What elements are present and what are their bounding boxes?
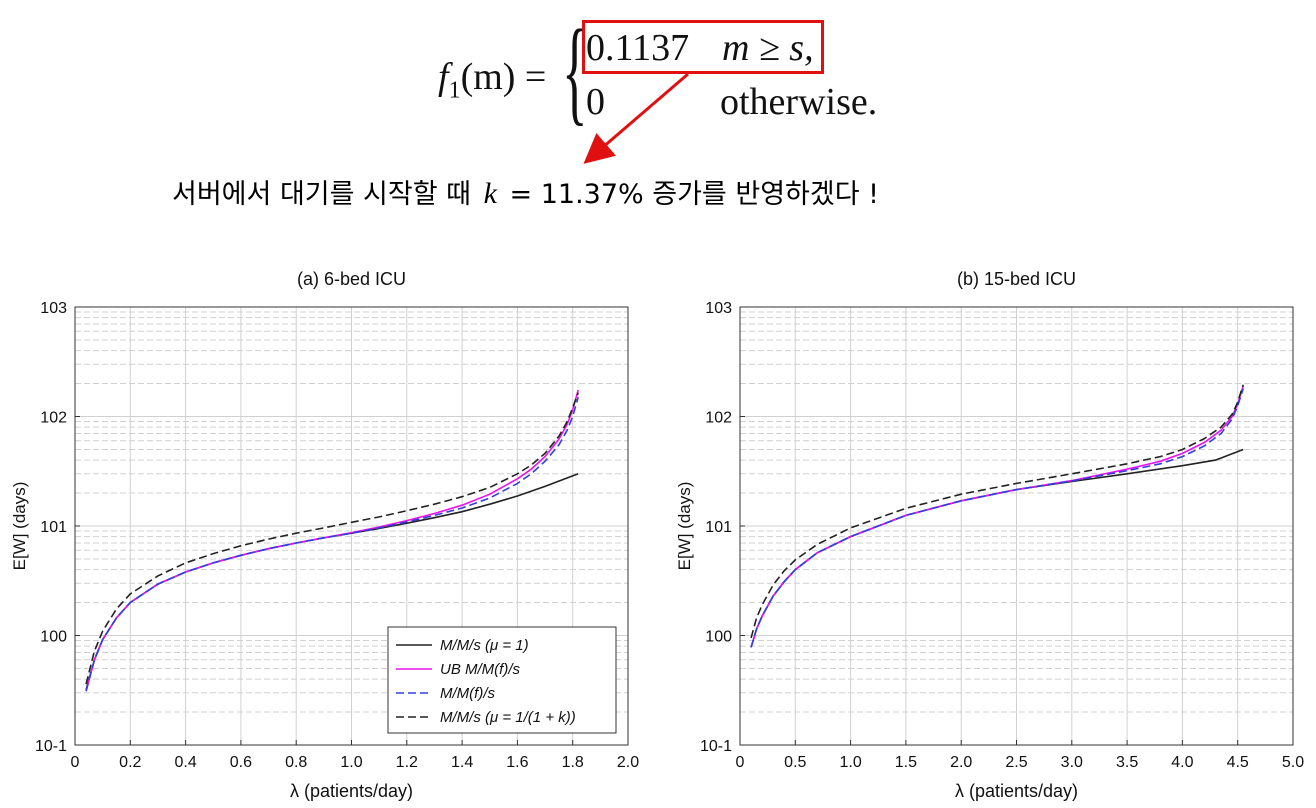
x-tick-label: 1.0 (340, 754, 362, 771)
formula-case1-value: 0.1137 (586, 27, 690, 69)
formula-case2-value: 0 (586, 81, 605, 123)
x-tick-label: 1.8 (562, 754, 584, 771)
x-tick-label: 4.0 (1171, 754, 1193, 771)
x-tick-label: 3.0 (1061, 754, 1083, 771)
y-tick-label: 100 (705, 629, 732, 646)
formula-lhs-rest: (m) = (460, 56, 547, 98)
x-axis-label: λ (patients/day) (955, 781, 1078, 801)
legend-label-mms: M/M/s (μ = 1) (440, 637, 529, 654)
x-tick-label: 3.5 (1116, 754, 1138, 771)
formula-f: f (438, 56, 449, 98)
note-text-before: 서버에서 대기를 시작할 때 (172, 179, 471, 210)
legend-label-ub: UB M/M(f)/s (440, 661, 520, 678)
x-tick-label: 0.4 (174, 754, 196, 771)
series-line-mmf (85, 396, 579, 692)
x-tick-label: 0.8 (285, 754, 307, 771)
y-tick-label: 10-1 (700, 738, 732, 755)
x-tick-label: 1.0 (839, 754, 861, 771)
series-line-mms_k (750, 384, 1244, 639)
y-tick-label: 101 (40, 519, 67, 536)
y-axis-label: E[W] (days) (675, 482, 694, 571)
arrow-line (583, 72, 689, 164)
x-tick-label: 2.0 (950, 754, 972, 771)
chart-title: (a) 6-bed ICU (297, 269, 406, 289)
x-axis-label: λ (patients/day) (290, 781, 413, 801)
x-tick-label: 0 (736, 754, 745, 771)
series-line-mms_k (85, 392, 579, 685)
y-tick-label: 103 (40, 300, 67, 317)
formula-case1-condition: m ≥ s, (722, 27, 814, 69)
formula-case2-condition: otherwise. (720, 81, 878, 123)
y-tick-label: 100 (40, 629, 67, 646)
highlight-box (582, 20, 824, 74)
note-text-after: = 11.37% 증가를 반영하겠다 ! (509, 179, 879, 210)
x-tick-label: 1.2 (396, 754, 418, 771)
y-tick-label: 10-1 (35, 738, 67, 755)
x-tick-label: 0.5 (784, 754, 806, 771)
y-tick-label: 101 (705, 519, 732, 536)
x-tick-label: 5.0 (1282, 754, 1304, 771)
note-k-symbol: k (483, 177, 497, 210)
x-tick-label: 4.5 (1227, 754, 1249, 771)
x-tick-label: 0.6 (230, 754, 252, 771)
formula-block: f1(m) = { 0.1137 m ≥ s, 0 otherwise. (0, 0, 1316, 150)
y-tick-label: 103 (705, 300, 732, 317)
formula-subscript: 1 (448, 77, 461, 104)
y-axis-label: E[W] (days) (10, 482, 29, 571)
x-tick-label: 0 (71, 754, 80, 771)
y-tick-label: 102 (705, 410, 732, 427)
x-tick-label: 2.0 (617, 754, 639, 771)
x-tick-label: 1.6 (506, 754, 528, 771)
x-tick-label: 2.5 (1005, 754, 1027, 771)
x-tick-label: 0.2 (119, 754, 141, 771)
x-tick-label: 1.5 (895, 754, 917, 771)
legend-label-mms_k: M/M/s (μ = 1/(1 + k)) (440, 709, 576, 726)
formula-lhs: f1(m) = (438, 55, 546, 105)
x-tick-label: 1.4 (451, 754, 473, 771)
chart-title: (b) 15-bed ICU (957, 269, 1076, 289)
series-line-ub (750, 385, 1244, 648)
y-tick-label: 102 (40, 410, 67, 427)
legend-label-mmf: M/M(f)/s (440, 685, 495, 702)
annotation-note: 서버에서 대기를 시작할 때 k = 11.37% 증가를 반영하겠다 ! (172, 172, 879, 211)
